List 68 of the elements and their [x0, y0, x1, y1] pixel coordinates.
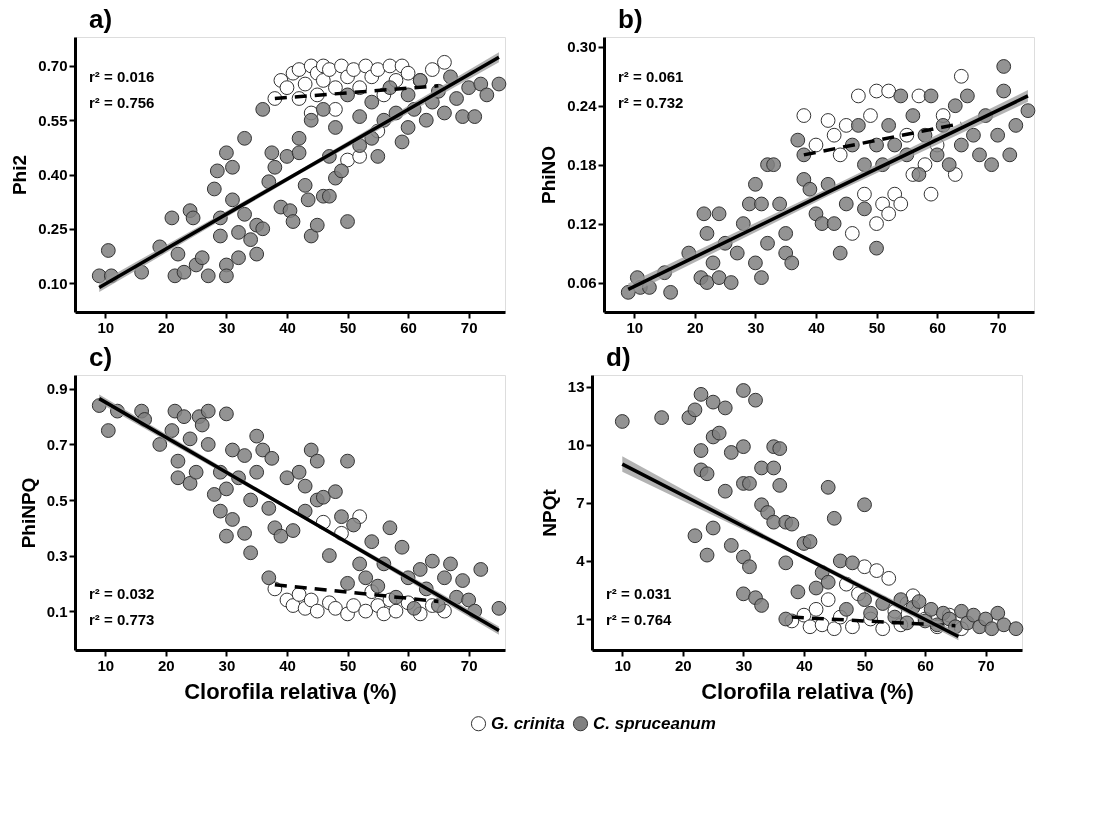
y-tick-label: 0.10 [38, 274, 68, 292]
x-tick-label: 40 [279, 656, 296, 674]
y-tick-label: 0.55 [38, 111, 68, 129]
annotation: r² = 0.016 [89, 68, 155, 85]
x-tick-label: 50 [856, 656, 874, 674]
x-tick-label: 20 [158, 656, 175, 674]
y-axis-title: NPQt [538, 488, 560, 537]
x-tick-label: 60 [929, 318, 946, 336]
x-tick-label: 70 [977, 656, 995, 674]
x-tick-label: 30 [747, 318, 765, 336]
x-tick-label: 10 [626, 318, 644, 336]
x-axis-title: Clorofila relativa (%) [701, 678, 914, 704]
annotation: r² = 0.732 [618, 94, 684, 111]
x-tick-label: 10 [97, 656, 115, 674]
x-tick-label: 30 [218, 656, 236, 674]
x-tick-label: 40 [279, 318, 296, 336]
y-axis-title: PhiNPQ [17, 477, 39, 549]
x-tick-label: 60 [917, 656, 934, 674]
y-tick-label: 4 [576, 552, 586, 570]
y-tick-label: 0.25 [38, 220, 68, 238]
x-tick-label: 30 [735, 656, 753, 674]
x-tick-label: 20 [675, 656, 692, 674]
chart-title: c) [89, 342, 113, 372]
x-tick-label: 40 [796, 656, 813, 674]
x-tick-label: 70 [460, 656, 478, 674]
y-tick-label: 1 [576, 610, 585, 628]
y-axis-title: PhiNO [538, 145, 560, 205]
x-tick-label: 10 [614, 656, 632, 674]
annotation: r² = 0.032 [89, 585, 155, 602]
y-tick-label: 13 [567, 378, 585, 396]
y-tick-label: 0.5 [46, 491, 68, 509]
x-tick-label: 20 [158, 318, 175, 336]
x-tick-label: 10 [97, 318, 115, 336]
chart-title: d) [606, 342, 631, 372]
x-tick-label: 20 [687, 318, 704, 336]
x-tick-label: 50 [868, 318, 886, 336]
x-tick-label: 40 [808, 318, 825, 336]
y-tick-label: 0.9 [46, 380, 68, 398]
y-tick-label: 0.1 [46, 602, 68, 620]
y-tick-label: 0.40 [38, 166, 68, 183]
x-tick-label: 60 [400, 318, 417, 336]
y-tick-label: 0.06 [567, 274, 597, 292]
x-axis-title: Clorofila relativa (%) [184, 678, 397, 704]
legend-label: G. crinita [491, 713, 565, 733]
chart-title: a) [89, 4, 113, 34]
y-tick-label: 0.12 [567, 215, 597, 233]
y-tick-label: 0.7 [46, 435, 68, 453]
x-tick-label: 50 [339, 318, 357, 336]
x-tick-label: 70 [460, 318, 478, 336]
y-tick-label: 0.18 [567, 156, 597, 174]
y-tick-label: 10 [567, 436, 585, 454]
annotation: r² = 0.061 [618, 68, 684, 85]
x-tick-label: 70 [989, 318, 1007, 336]
legend-label: C. spruceanum [593, 713, 716, 733]
y-axis-title: Phi2 [9, 154, 31, 196]
y-tick-label: 7 [576, 494, 585, 512]
y-tick-label: 0.70 [38, 57, 68, 75]
y-tick-label: 0.3 [46, 547, 68, 565]
x-tick-label: 50 [339, 656, 357, 674]
x-tick-label: 60 [400, 656, 417, 674]
y-tick-label: 0.30 [567, 38, 597, 56]
y-tick-label: 0.24 [567, 97, 598, 115]
annotation: r² = 0.756 [89, 94, 155, 111]
annotation: r² = 0.031 [606, 585, 672, 602]
annotation: r² = 0.764 [606, 611, 673, 628]
x-tick-label: 30 [218, 318, 236, 336]
annotation: r² = 0.773 [89, 611, 155, 628]
chart-title: b) [618, 4, 643, 34]
